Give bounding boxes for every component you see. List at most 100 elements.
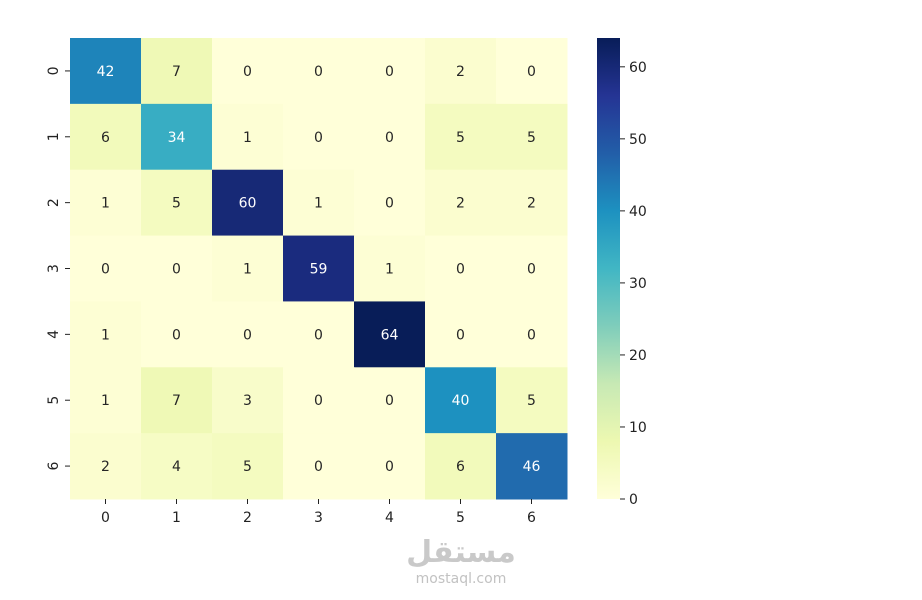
heatmap-cell — [354, 103, 426, 171]
x-tick-label: 5 — [456, 510, 465, 526]
cell-value-label: 0 — [314, 459, 323, 475]
colorbar-tick-label: 50 — [629, 132, 647, 148]
heatmap-cell — [70, 301, 142, 368]
heatmap-cell — [212, 38, 284, 105]
heatmap-cells: 42 7 0 0 0 2 06 34 1 0 0 5 51 5 60 1 0 2 20 0 1 59 1 0 01 0 0 0 64 0 0… — [70, 38, 568, 500]
heatmap-cell — [496, 301, 568, 368]
heatmap-cell — [283, 38, 355, 105]
cell-value-label: 46 — [523, 459, 541, 475]
x-tick-label: 0 — [101, 510, 110, 526]
heatmap-cell — [425, 103, 497, 171]
cell-value-label: 0 — [314, 327, 323, 343]
y-axis-ticks: 0 1 2 3 4 5 6 — [46, 66, 70, 471]
cell-value-label: 0 — [172, 262, 181, 278]
heatmap-cell — [496, 367, 568, 434]
heatmap-cell — [496, 433, 568, 500]
heatmap-cell — [283, 169, 355, 237]
heatmap-cell — [212, 235, 284, 302]
y-tick-label: 3 — [46, 264, 62, 273]
cell-value-label: 0 — [527, 64, 536, 80]
heatmap-cell — [496, 235, 568, 302]
y-tick-label: 0 — [46, 66, 62, 75]
cell-value-label: 0 — [243, 327, 252, 343]
cell-value-label: 34 — [168, 130, 186, 146]
cell-value-label: 64 — [381, 327, 399, 343]
x-tick-label: 4 — [385, 510, 394, 526]
cell-value-label: 0 — [172, 327, 181, 343]
heatmap-cell — [425, 367, 497, 434]
heatmap-cell — [141, 367, 213, 434]
heatmap-cell — [425, 169, 497, 237]
heatmap-cell — [496, 38, 568, 105]
heatmap-cell — [354, 235, 426, 302]
y-tick-label: 2 — [46, 198, 62, 207]
cell-value-label: 0 — [527, 327, 536, 343]
colorbar-tick-label: 20 — [629, 348, 647, 364]
heatmap-cell — [212, 433, 284, 500]
colorbar-tick-label: 60 — [629, 60, 647, 76]
cell-value-label: 1 — [243, 130, 252, 146]
cell-value-label: 5 — [243, 459, 252, 475]
heatmap-cell — [141, 103, 213, 171]
cell-value-label: 2 — [456, 196, 465, 212]
y-tick-label: 1 — [46, 132, 62, 141]
heatmap-cell — [354, 433, 426, 500]
cell-value-label: 0 — [456, 327, 465, 343]
cell-value-label: 60 — [239, 196, 257, 212]
x-tick-label: 2 — [243, 510, 252, 526]
heatmap-cell — [496, 169, 568, 237]
heatmap-cell — [141, 301, 213, 368]
cell-value-label: 0 — [456, 262, 465, 278]
colorbar-tick-label: 0 — [629, 492, 638, 508]
heatmap-cell — [496, 103, 568, 171]
cell-value-label: 1 — [385, 262, 394, 278]
cell-value-label: 1 — [314, 196, 323, 212]
heatmap-cell — [283, 433, 355, 500]
heatmap-cell — [70, 235, 142, 302]
y-tick-label: 4 — [46, 330, 62, 339]
cell-value-label: 0 — [101, 262, 110, 278]
cell-value-label: 0 — [385, 393, 394, 409]
heatmap-cell — [141, 235, 213, 302]
cell-value-label: 7 — [172, 393, 181, 409]
cell-value-label: 0 — [314, 130, 323, 146]
cell-value-label: 6 — [456, 459, 465, 475]
cell-value-label: 1 — [101, 196, 110, 212]
heatmap-cell — [283, 367, 355, 434]
heatmap-cell — [141, 38, 213, 105]
y-tick-label: 5 — [46, 396, 62, 405]
colorbar-tick-label: 30 — [629, 276, 647, 292]
heatmap-cell — [425, 433, 497, 500]
heatmap-cell — [70, 169, 142, 237]
cell-value-label: 1 — [101, 327, 110, 343]
x-tick-label: 6 — [527, 510, 536, 526]
cell-value-label: 59 — [310, 262, 328, 278]
watermark-arabic-logo: مستقل — [406, 535, 516, 570]
watermark: مستقل mostaql.com — [406, 535, 516, 587]
heatmap-cell — [283, 103, 355, 171]
heatmap-cell — [425, 301, 497, 368]
heatmap-cell — [70, 367, 142, 434]
cell-value-label: 2 — [456, 64, 465, 80]
heatmap-cell — [425, 38, 497, 105]
colorbar-tick-label: 10 — [629, 420, 647, 436]
cell-value-label: 0 — [385, 196, 394, 212]
heatmap-cell — [354, 169, 426, 237]
cell-value-label: 3 — [243, 393, 252, 409]
cell-value-label: 42 — [97, 64, 115, 80]
colorbar-gradient — [597, 38, 620, 499]
heatmap-cell — [141, 169, 213, 237]
heatmap-cell — [212, 367, 284, 434]
cell-value-label: 5 — [456, 130, 465, 146]
cell-value-label: 0 — [385, 130, 394, 146]
watermark-url: mostaql.com — [416, 571, 507, 587]
cell-value-label: 0 — [385, 64, 394, 80]
cell-value-label: 5 — [172, 196, 181, 212]
heatmap-cell — [354, 301, 426, 368]
cell-value-label: 1 — [101, 393, 110, 409]
heatmap-cell — [141, 433, 213, 500]
cell-value-label: 2 — [527, 196, 536, 212]
heatmap-cell — [283, 301, 355, 368]
heatmap-cell — [283, 235, 355, 302]
